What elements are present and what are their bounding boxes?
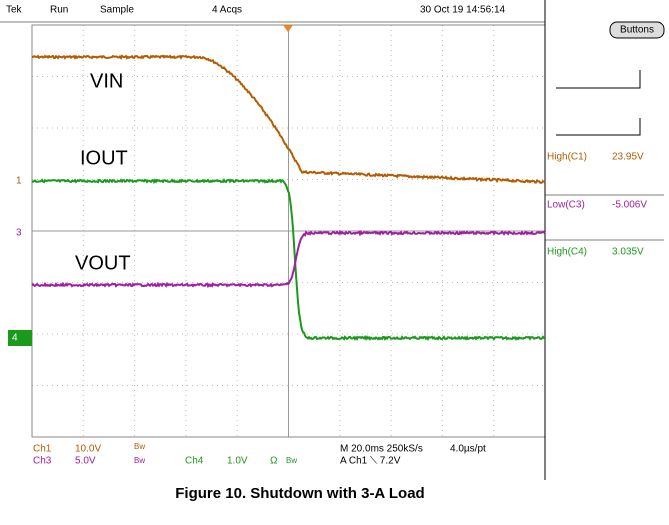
- run-state: Run: [50, 5, 68, 16]
- buttons-label[interactable]: Buttons: [620, 25, 654, 36]
- vout-label: VOUT: [75, 252, 131, 274]
- acq-count: 4 Acqs: [212, 5, 242, 16]
- ch3-scale: 5.0V: [75, 456, 96, 467]
- menu-brackets: [556, 70, 641, 136]
- ch1-scale: 10.0V: [75, 444, 101, 455]
- buttons-button[interactable]: [609, 21, 665, 39]
- meas-value: -5.006V: [612, 200, 647, 211]
- ch3-bw: Bw: [134, 456, 145, 465]
- iout-trace: [31, 177, 546, 342]
- ch3-marker: 3: [16, 228, 22, 239]
- trigger: A Ch1 ⟍ 7.2V: [340, 456, 401, 467]
- meas-name: Low(C3): [547, 200, 585, 211]
- meas-value: 23.95V: [612, 152, 644, 163]
- ch4-scale: 1.0V: [227, 456, 248, 467]
- acq-mode: Sample: [100, 5, 134, 16]
- timestamp: 30 Oct 19 14:56:14: [420, 5, 506, 16]
- ch4-name: Ch4: [185, 456, 204, 467]
- meas-value: 3.035V: [612, 247, 644, 258]
- ch4-marker-box: [8, 330, 32, 346]
- vin-trace: [31, 54, 546, 184]
- ch4-bw: Bw: [286, 456, 297, 465]
- caption: Figure 10. Shutdown with 3-A Load: [175, 485, 424, 502]
- vin-label: VIN: [90, 70, 123, 92]
- waveforms: [31, 54, 546, 342]
- meas-name: High(C4): [547, 247, 587, 258]
- iout-label: IOUT: [80, 147, 128, 169]
- ch1-bw: Bw: [134, 442, 145, 451]
- ch1-marker: 1: [16, 176, 22, 187]
- trigger-marker: [283, 25, 293, 32]
- vout-trace: [31, 229, 546, 289]
- meas-name: High(C1): [547, 152, 587, 163]
- brand: Tek: [6, 5, 23, 16]
- ch4-marker: 4: [12, 333, 18, 344]
- ch1-name: Ch1: [33, 444, 52, 455]
- ch4-ohm: Ω: [270, 456, 278, 467]
- resolution: 4.0µs/pt: [450, 444, 486, 455]
- timebase: M 20.0ms 250kS/s: [340, 444, 423, 455]
- ch3-name: Ch3: [33, 456, 52, 467]
